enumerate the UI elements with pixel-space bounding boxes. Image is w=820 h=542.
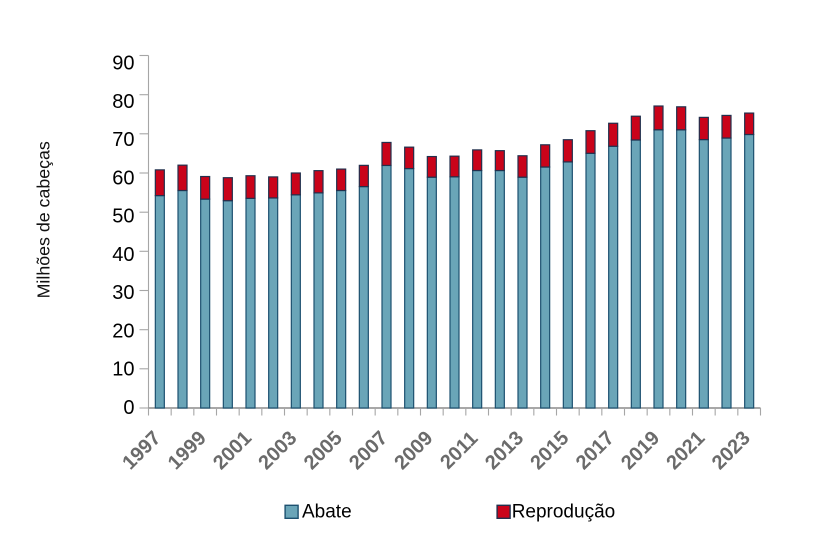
svg-text:70: 70	[112, 129, 134, 151]
svg-text:50: 50	[112, 206, 134, 228]
svg-text:90: 90	[112, 53, 134, 75]
svg-text:2007: 2007	[345, 427, 392, 474]
svg-text:2015: 2015	[526, 427, 573, 474]
svg-text:40: 40	[112, 244, 134, 266]
svg-text:2023: 2023	[708, 427, 755, 474]
svg-text:20: 20	[112, 320, 134, 342]
svg-text:2005: 2005	[300, 427, 347, 474]
svg-text:2011: 2011	[436, 427, 482, 473]
svg-text:2001: 2001	[209, 427, 256, 474]
svg-text:2017: 2017	[572, 427, 619, 474]
svg-text:30: 30	[112, 282, 134, 304]
svg-text:0: 0	[123, 397, 134, 419]
svg-text:2009: 2009	[390, 427, 437, 474]
svg-text:1999: 1999	[164, 427, 211, 474]
svg-text:Abate: Abate	[302, 501, 352, 522]
svg-text:2019: 2019	[617, 427, 664, 474]
svg-text:60: 60	[112, 167, 134, 189]
svg-text:1997: 1997	[118, 427, 165, 474]
svg-text:2021: 2021	[662, 427, 709, 474]
svg-text:Milhões de cabeças: Milhões de cabeças	[33, 141, 53, 298]
svg-text:80: 80	[112, 91, 134, 113]
svg-text:2003: 2003	[254, 427, 301, 474]
svg-text:10: 10	[112, 359, 134, 381]
svg-text:Reprodução: Reprodução	[512, 501, 616, 522]
svg-text:2013: 2013	[481, 427, 528, 474]
